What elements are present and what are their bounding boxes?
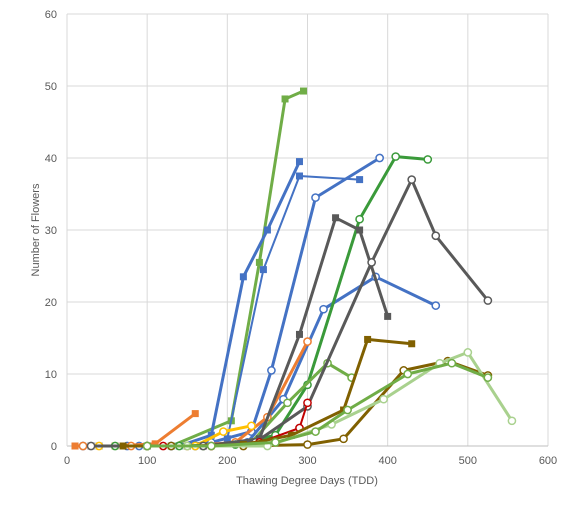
- data-point: [295, 172, 303, 180]
- data-point: [255, 258, 263, 266]
- data-point: [295, 158, 303, 166]
- data-point: [311, 193, 320, 202]
- series-lines: [71, 87, 517, 451]
- x-axis-label: Thawing Degree Days (TDD): [236, 475, 378, 487]
- y-tick-label: 10: [45, 369, 57, 381]
- data-point: [379, 394, 389, 404]
- data-point: [78, 441, 88, 451]
- data-point: [408, 340, 416, 348]
- data-point: [311, 427, 320, 436]
- tick-labels: 0 100 200 300 400 500 600 0 10 20 30 40 50 60: [45, 9, 557, 467]
- series-line: [121, 337, 414, 448]
- data-point: [355, 214, 364, 224]
- data-point: [151, 440, 159, 448]
- data-point: [391, 152, 401, 161]
- series-11: [87, 214, 392, 450]
- data-point: [423, 155, 433, 164]
- y-tick-label: 50: [45, 81, 57, 93]
- data-point: [287, 431, 295, 439]
- data-point: [339, 434, 348, 444]
- x-tick-label: 600: [539, 455, 557, 467]
- series-17: [142, 358, 493, 451]
- data-point: [303, 398, 312, 408]
- data-point: [283, 398, 292, 408]
- data-point: [86, 441, 96, 451]
- data-point: [447, 358, 457, 368]
- data-point: [239, 273, 247, 281]
- data-point: [142, 441, 152, 451]
- data-point: [303, 337, 312, 346]
- data-point: [367, 258, 376, 267]
- data-point: [295, 330, 303, 338]
- data-point: [267, 366, 276, 375]
- data-point: [343, 405, 352, 415]
- data-point: [384, 312, 392, 320]
- y-tick-label: 20: [45, 297, 57, 309]
- data-point: [407, 175, 417, 184]
- y-tick-label: 30: [45, 225, 57, 237]
- x-tick-label: 0: [64, 455, 70, 467]
- data-point: [299, 87, 307, 95]
- data-point: [71, 442, 79, 450]
- x-tick-label: 400: [378, 455, 396, 467]
- data-point: [332, 214, 340, 222]
- x-tick-label: 100: [138, 455, 156, 467]
- x-tick-label: 500: [459, 455, 477, 467]
- series-12: [86, 175, 493, 451]
- series-1: [71, 87, 307, 450]
- data-point: [356, 226, 364, 234]
- data-point: [431, 231, 441, 241]
- data-point: [247, 421, 256, 431]
- data-point: [206, 441, 216, 451]
- series-line: [73, 160, 301, 448]
- data-point: [259, 266, 267, 274]
- data-point: [483, 373, 493, 382]
- data-point: [375, 153, 384, 163]
- series-line: [145, 361, 490, 448]
- data-point: [271, 438, 280, 447]
- data-point: [281, 95, 289, 103]
- series-16: [182, 348, 517, 451]
- data-point: [431, 301, 441, 310]
- data-point: [356, 176, 364, 184]
- data-point: [263, 226, 271, 234]
- series-line: [113, 155, 430, 448]
- data-point: [303, 440, 312, 449]
- data-point: [191, 410, 199, 418]
- x-tick-label: 300: [298, 455, 316, 467]
- data-point: [507, 416, 517, 426]
- data-point: [319, 304, 328, 314]
- series-line: [73, 412, 197, 448]
- y-axis-label: Number of Flowers: [30, 183, 42, 276]
- data-point: [364, 335, 372, 343]
- data-point: [119, 442, 127, 450]
- data-point: [218, 427, 228, 436]
- data-point: [463, 348, 473, 357]
- data-point: [207, 431, 215, 439]
- y-tick-label: 60: [45, 9, 57, 21]
- series-line: [73, 89, 305, 448]
- data-point: [483, 296, 493, 305]
- y-tick-label: 0: [51, 441, 57, 453]
- data-point: [403, 369, 413, 379]
- x-tick-label: 200: [218, 455, 236, 467]
- y-tick-label: 40: [45, 153, 57, 165]
